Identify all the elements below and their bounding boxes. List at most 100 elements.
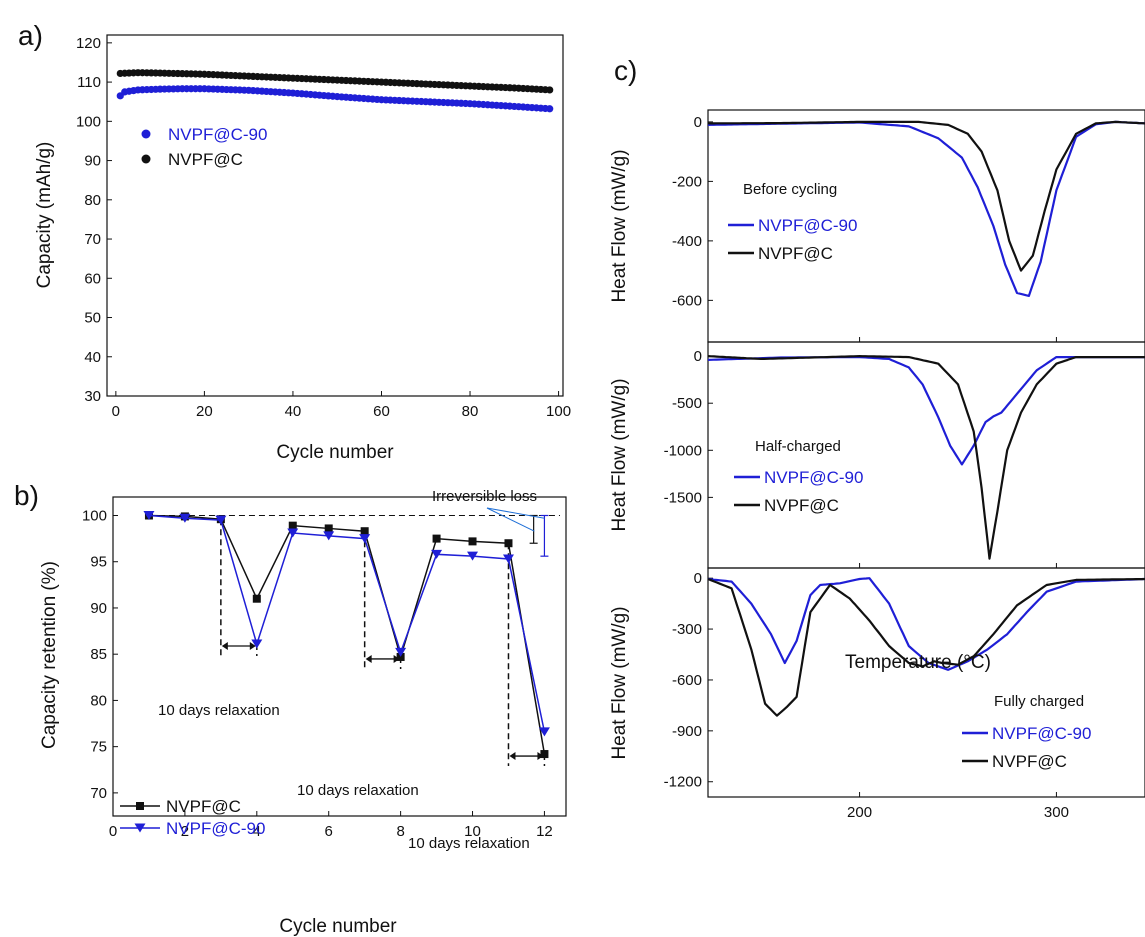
chart-b-point-nvpf-c: [432, 534, 441, 543]
chart-c: 0 -200 -400 -600 Heat Flow (mW/g) Before cycl…: [609, 109, 1145, 821]
chart-c-ytick-label: 0: [694, 348, 702, 365]
chart-a-point-nvpf-c-90: [546, 105, 554, 113]
chart-b-xlabel: Cycle number: [279, 916, 397, 937]
chart-a-point-nvpf-c: [546, 86, 554, 94]
chart-a-xtick-label: 100: [546, 403, 571, 420]
chart-c-annotation: Half-charged: [755, 438, 841, 455]
chart-c-series-line-nvpf-c: [707, 577, 1145, 717]
chart-b-xtick-label: 12: [536, 823, 553, 840]
chart-c-ytick-label: -500: [672, 395, 702, 412]
chart-c-series-line-nvpf-c-90: [707, 577, 1145, 671]
chart-c-legend-nvpf-c: NVPF@C: [758, 244, 833, 263]
chart-c-xlabel: Temperature (°C): [845, 652, 991, 673]
panel-label-a: a): [18, 20, 43, 51]
chart-b-point-nvpf-c: [504, 539, 513, 548]
chart-b-xtick-label: 4: [253, 823, 261, 840]
chart-a-legend-marker-nvpf-c: [141, 154, 151, 164]
chart-b-point-nvpf-c-90: [359, 534, 371, 544]
chart-b-point-nvpf-c-90: [143, 510, 155, 520]
chart-c-series-line-nvpf-c: [708, 120, 1145, 272]
chart-c-legend-nvpf-c: NVPF@C: [764, 496, 839, 515]
chart-a-legend-marker-nvpf-c90: [141, 129, 151, 139]
chart-b-xtick-label: 10: [464, 823, 481, 840]
chart-c-ytick-label: -1500: [664, 489, 702, 506]
chart-b-point-nvpf-c-90: [215, 515, 227, 525]
chart-a: 0 20 40 60 80 100 30 40 50 60 70 80 90 100 110 120 Cycl…: [34, 34, 571, 463]
chart-c-legend-nvpf-c-90: NVPF@C-90: [992, 724, 1091, 743]
chart-b-ytick-label: 95: [90, 554, 107, 571]
chart-a-ytick-label: 110: [77, 74, 101, 91]
chart-b: 10 days relaxation 10 days relaxation 10 d…: [39, 488, 567, 937]
chart-a-ytick-label: 40: [84, 349, 101, 366]
chart-b-ytick-label: 75: [90, 739, 107, 756]
chart-b-ylabel: Capacity retention (%): [39, 561, 60, 749]
chart-b-legend: NVPF@C NVPF@C-90: [120, 797, 265, 838]
chart-a-xtick-label: 0: [112, 403, 120, 420]
chart-c-ytick-label: -1000: [664, 442, 702, 459]
chart-a-ytick-label: 90: [84, 153, 101, 170]
chart-c-ylabel: Heat Flow (mW/g): [609, 149, 630, 302]
chart-c-ylabel: Heat Flow (mW/g): [609, 378, 630, 531]
chart-b-point-nvpf-c-90: [431, 549, 443, 559]
chart-a-xtick-label: 20: [196, 403, 213, 420]
chart-b-annotation-relaxation: 10 days relaxation: [297, 782, 419, 799]
chart-b-annotation-relaxation: 10 days relaxation: [408, 835, 530, 852]
chart-b-legend-nvpf-c: NVPF@C: [166, 797, 241, 816]
chart-b-legend-marker-nvpf-c: [136, 802, 144, 810]
chart-b-point-nvpf-c: [468, 537, 477, 546]
chart-a-ytick-label: 100: [76, 113, 101, 130]
chart-c-ytick-label: -900: [672, 723, 702, 740]
chart-a-ytick-label: 50: [84, 310, 101, 327]
chart-b-ytick-label: 85: [90, 646, 107, 663]
chart-a-ylabel: Capacity (mAh/g): [34, 142, 55, 289]
chart-b-irreversible-loss-pointer: [486, 507, 545, 519]
chart-c-ytick-label: -600: [672, 292, 702, 309]
chart-a-xlabel: Cycle number: [276, 442, 394, 463]
chart-b-point-nvpf-c-90: [538, 727, 550, 737]
chart-c-annotation: Fully charged: [994, 693, 1084, 710]
chart-a-ytick-label: 30: [84, 388, 101, 405]
chart-b-irreversible-loss-pointer: [486, 507, 535, 532]
chart-c-ylabel: Heat Flow (mW/g): [609, 606, 630, 759]
chart-b-point-nvpf-c-90: [179, 513, 191, 523]
chart-b-legend-nvpf-c90: NVPF@C-90: [166, 819, 265, 838]
chart-b-annotation-relaxation: 10 days relaxation: [158, 702, 280, 719]
chart-b-point-nvpf-c-90: [287, 528, 299, 538]
chart-c-annotation: Before cycling: [743, 181, 837, 198]
chart-b-ytick-label: 100: [82, 507, 107, 524]
chart-b-relaxation-arrowhead: [249, 642, 256, 651]
chart-b-point-nvpf-c: [540, 750, 549, 759]
chart-b-annotation-irreversible-loss: Irreversible loss: [432, 488, 537, 505]
chart-c-xtick-label: 300: [1044, 804, 1069, 821]
chart-b-frame: [112, 496, 567, 817]
chart-c-subplot-1: 0 -200 -400 -600 Heat Flow (mW/g) Before cycl…: [609, 109, 1145, 343]
chart-a-ytick-label: 80: [84, 192, 101, 209]
chart-a-xtick-label: 80: [462, 403, 479, 420]
chart-b-point-nvpf-c: [396, 652, 405, 661]
chart-b-point-nvpf-c: [252, 594, 261, 603]
chart-a-legend-nvpf-c: NVPF@C: [168, 150, 243, 169]
chart-b-point-nvpf-c-90: [502, 554, 514, 564]
chart-b-ytick-label: 70: [90, 785, 107, 802]
chart-c-ytick-label: 0: [694, 570, 702, 587]
chart-b-point-nvpf-c-90: [323, 531, 335, 541]
chart-c-subplot-2: 0 -500 -1000 -1500 Heat Flow (mW/g) Half-char…: [609, 341, 1145, 569]
chart-b-xtick-label: 8: [396, 823, 404, 840]
chart-b-series-line-nvpf-c: [148, 514, 546, 755]
chart-a-legend-nvpf-c90: NVPF@C-90: [168, 125, 267, 144]
chart-c-legend-nvpf-c-90: NVPF@C-90: [764, 468, 863, 487]
chart-c-legend-nvpf-c-90: NVPF@C-90: [758, 216, 857, 235]
chart-b-relaxation-arrowhead: [365, 654, 372, 663]
chart-a-frame: [106, 34, 564, 397]
chart-c-legend-nvpf-c: NVPF@C: [992, 752, 1067, 771]
chart-b-xtick-label: 0: [109, 823, 117, 840]
chart-a-xtick-label: 60: [373, 403, 390, 420]
chart-a-xtick-label: 40: [285, 403, 302, 420]
chart-c-subplot-frame: [707, 341, 1145, 569]
panel-label-b: b): [14, 480, 39, 511]
chart-c-series-line-nvpf-c: [707, 355, 1145, 560]
chart-a-ytick-label: 60: [84, 270, 101, 287]
chart-c-ytick-label: 0: [694, 114, 702, 131]
chart-c-ytick-label: -200: [672, 173, 702, 190]
chart-b-legend-marker-nvpf-c90: [134, 823, 146, 833]
